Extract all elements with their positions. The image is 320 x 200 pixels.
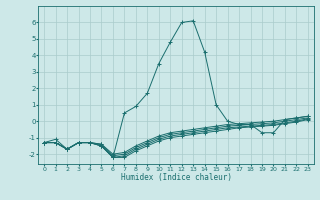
X-axis label: Humidex (Indice chaleur): Humidex (Indice chaleur) xyxy=(121,173,231,182)
